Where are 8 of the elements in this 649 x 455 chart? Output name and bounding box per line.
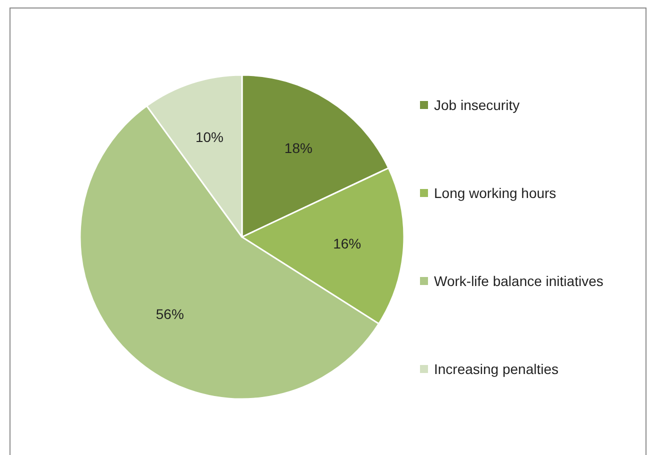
legend-label: Long working hours bbox=[434, 185, 556, 201]
data-label: 18% bbox=[284, 140, 312, 156]
legend-label: Job insecurity bbox=[434, 97, 520, 113]
data-label: 10% bbox=[195, 128, 224, 145]
data-label: 16% bbox=[333, 236, 362, 252]
legend-label: Work-life balance initiatives bbox=[434, 273, 604, 289]
data-label: 56% bbox=[156, 306, 184, 322]
legend-label: Increasing penalties bbox=[434, 361, 559, 377]
